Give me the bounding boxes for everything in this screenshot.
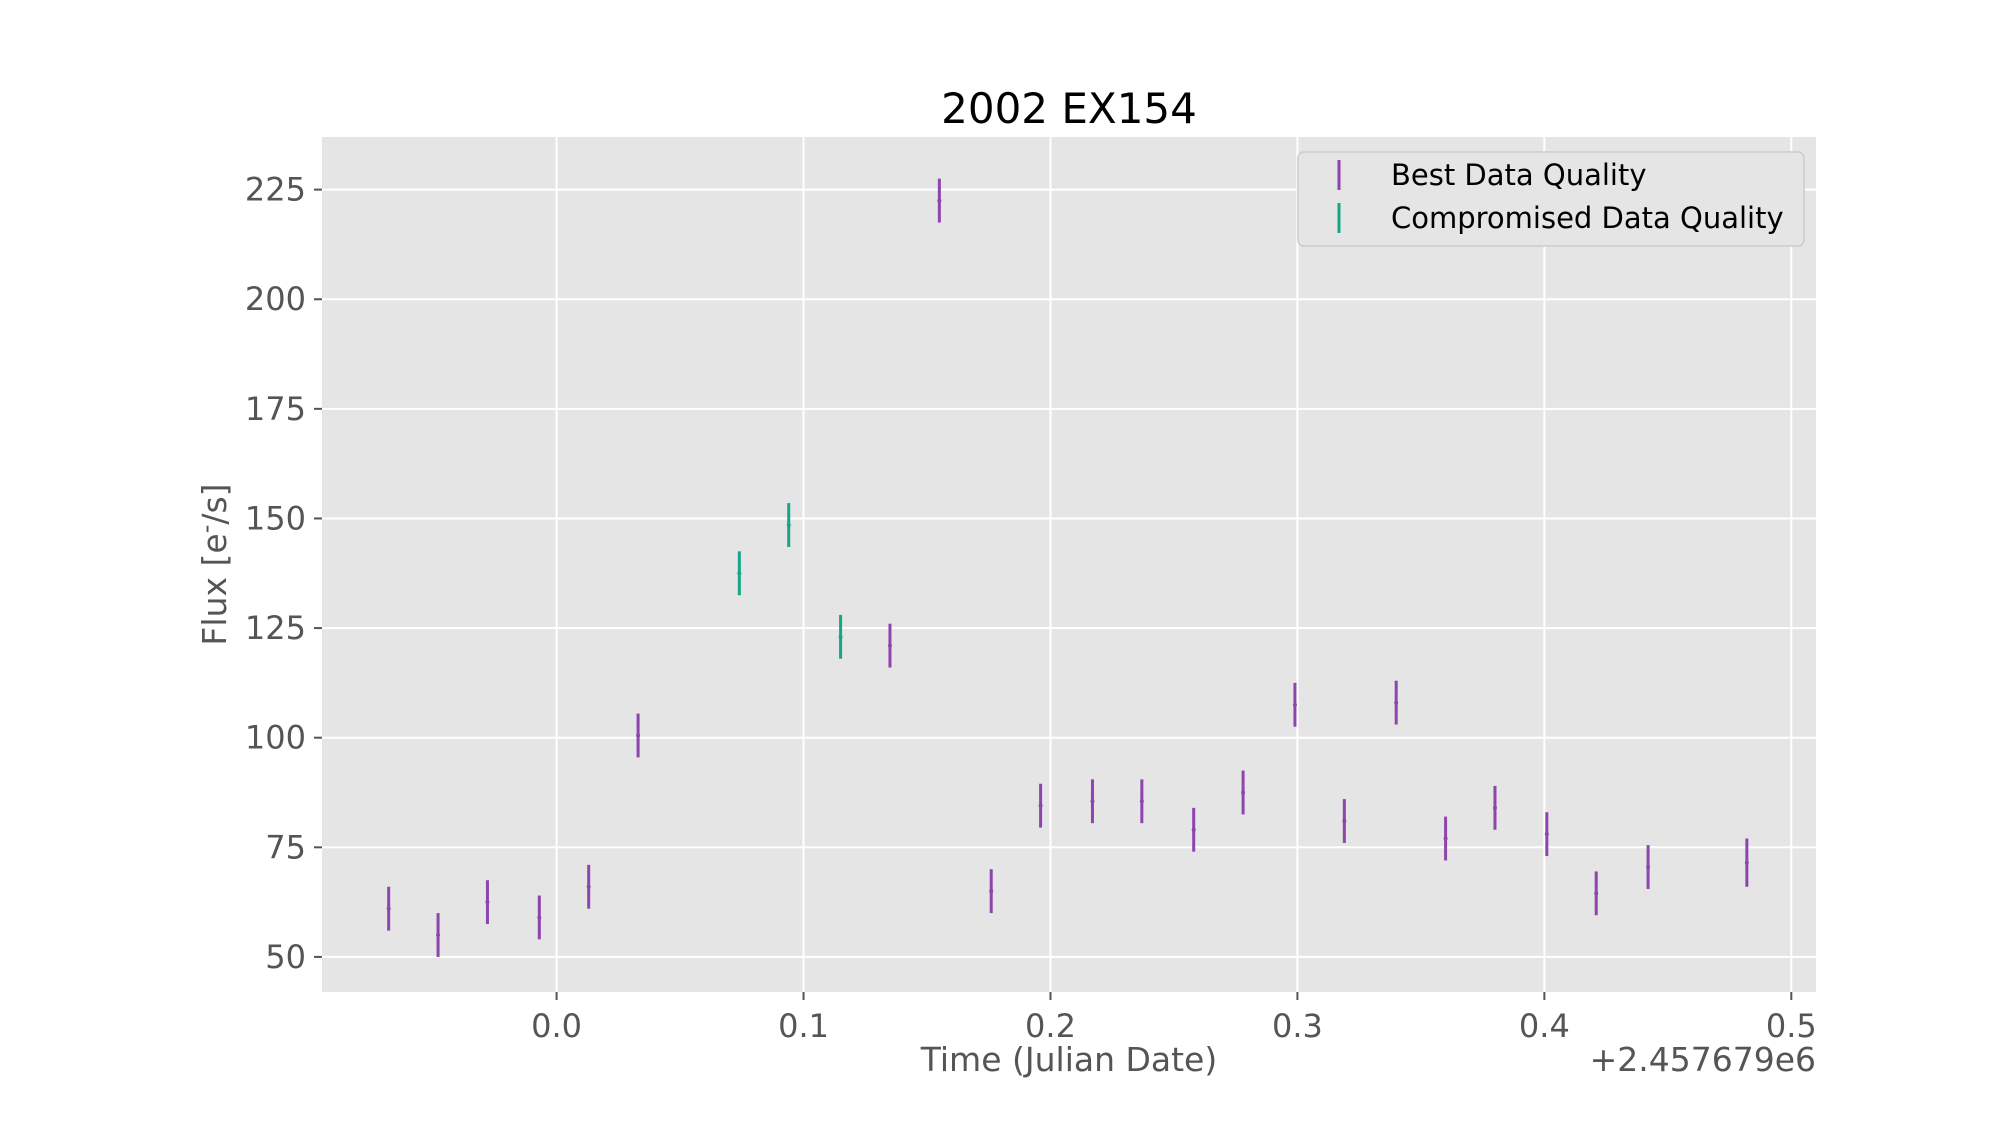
y-tick-label: 50	[265, 938, 306, 976]
y-tick-label: 150	[245, 499, 306, 537]
x-tick-label: 0.0	[531, 1007, 582, 1045]
data-point-marker	[1492, 805, 1497, 810]
data-point-marker	[436, 933, 441, 937]
x-tick-label: 0.3	[1272, 1007, 1323, 1045]
data-point-marker	[989, 889, 994, 894]
data-point-marker	[1292, 702, 1297, 707]
data-point-marker	[1139, 799, 1144, 804]
data-point-marker	[786, 523, 791, 528]
data-point-marker	[1646, 865, 1651, 870]
data-point-marker	[1241, 790, 1246, 795]
x-tick-label: 0.4	[1519, 1007, 1570, 1045]
data-point-marker	[1544, 832, 1549, 837]
data-point-marker	[1744, 860, 1749, 865]
data-point-marker	[586, 884, 591, 889]
y-axis-label: Flux [e-/s]	[192, 483, 234, 645]
legend-box	[1297, 151, 1805, 247]
y-tick-label: 200	[245, 280, 306, 318]
y-tick-label: 125	[245, 609, 306, 647]
data-point-marker	[887, 643, 892, 648]
x-tick-label: 0.5	[1766, 1007, 1817, 1045]
data-point-marker	[537, 915, 542, 920]
y-tick-label: 175	[245, 390, 306, 428]
x-tick-label: 0.1	[778, 1007, 829, 1045]
grid-layer	[322, 137, 1816, 992]
data-point-marker	[386, 906, 391, 911]
data-point-marker	[1342, 819, 1347, 823]
legend-label-best: Best Data Quality	[1391, 158, 1647, 192]
y-tick-label: 225	[245, 171, 306, 209]
legend: Best Data Quality Compromised Data Quali…	[1297, 151, 1805, 247]
data-point-marker	[1394, 700, 1399, 705]
y-tick-label: 100	[245, 719, 306, 757]
data-point-marker	[636, 733, 641, 738]
x-axis-label: Time (Julian Date)	[920, 1040, 1217, 1079]
x-tick-label: 0.2	[1025, 1007, 1076, 1045]
y-tick-label: 75	[265, 828, 306, 866]
data-point-marker	[737, 571, 742, 576]
data-point-marker	[1594, 891, 1599, 896]
x-offset-label: +2.457679e6	[1590, 1040, 1816, 1079]
data-point-marker	[485, 900, 490, 905]
tick-layer: 0.0 0.1 0.2 0.3 0.4 0.5 50 75 100 125 150 175 200 225	[245, 171, 1817, 1045]
data-point-marker	[1443, 836, 1448, 841]
data-point-marker	[1090, 799, 1095, 804]
plot-area	[322, 137, 1816, 992]
data-point-marker	[838, 634, 843, 639]
series-layer	[386, 178, 1749, 957]
data-point-marker	[1191, 827, 1196, 832]
data-point-marker	[937, 198, 942, 203]
chart-title: 2002 EX154	[941, 84, 1197, 133]
data-point-marker	[1038, 803, 1043, 808]
legend-label-compromised: Compromised Data Quality	[1391, 201, 1784, 235]
